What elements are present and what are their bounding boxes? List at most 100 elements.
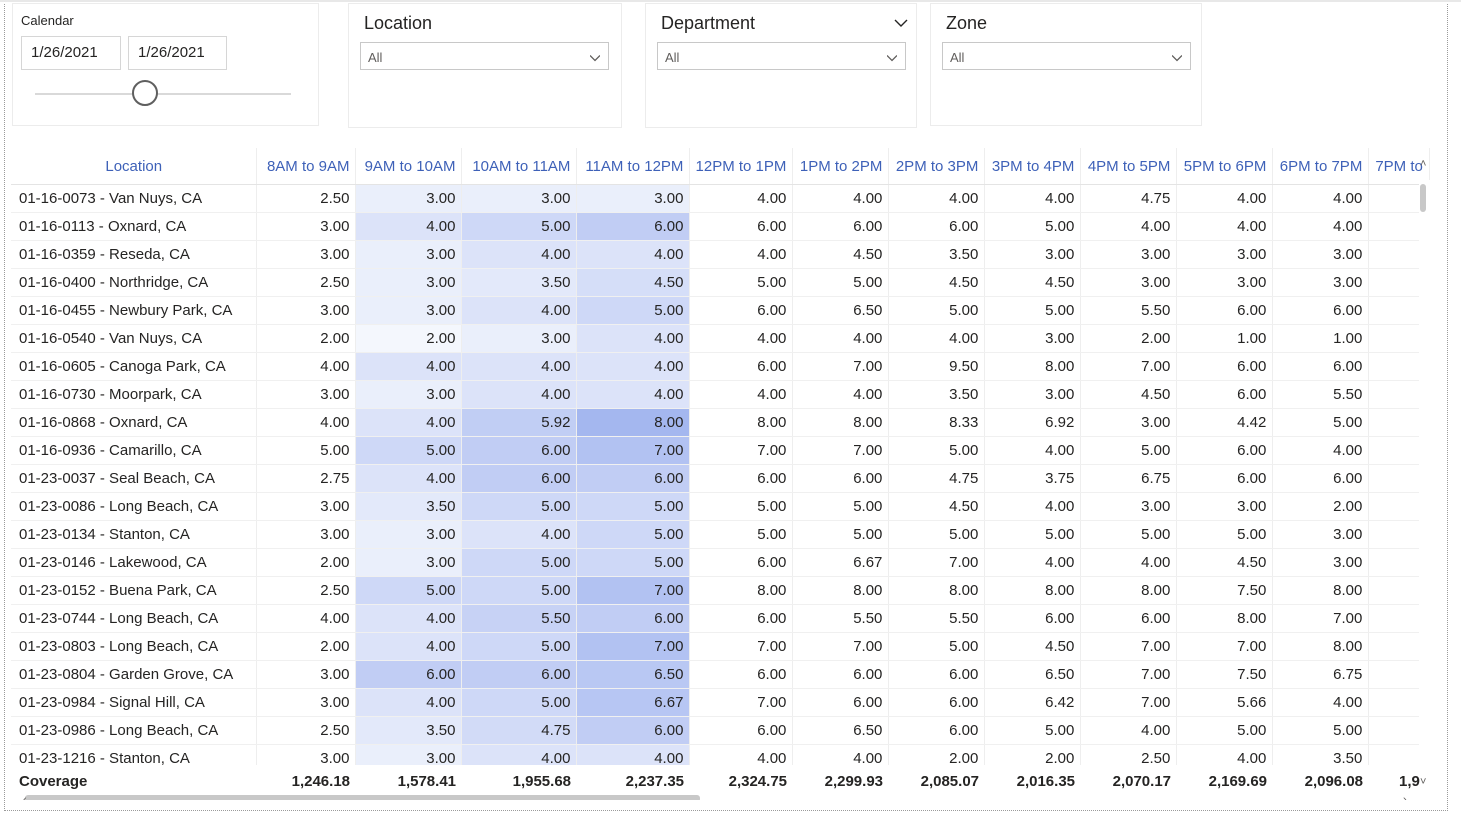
scroll-up-arrow-icon[interactable]: ˄ bbox=[1420, 158, 1427, 170]
matrix-cell: 2.00 bbox=[256, 324, 357, 353]
matrix-cell: 3.00 bbox=[1272, 548, 1370, 577]
matrix-cell: 3.00 bbox=[256, 520, 357, 549]
table-row[interactable]: 01-23-0984 - Signal Hill, CA 3.00 4.00 5.00… bbox=[11, 688, 1430, 717]
column-header[interactable]: 4PM to 5PM bbox=[1080, 148, 1178, 185]
department-slicer-title: Department bbox=[661, 13, 756, 33]
table-row[interactable]: 01-16-0868 - Oxnard, CA 4.00 4.00 5.92 8.00 8… bbox=[11, 408, 1430, 437]
table-row[interactable]: 01-16-0400 - Northridge, CA 2.50 3.00 3.50 4… bbox=[11, 268, 1430, 297]
table-row[interactable]: 01-23-1216 - Stanton, CA 3.00 3.00 4.00 4.00… bbox=[11, 744, 1430, 765]
matrix-cell: 3.00 bbox=[576, 184, 691, 213]
matrix-cell: 4.50 bbox=[984, 268, 1082, 297]
row-location-label: 01-16-0540 - Van Nuys, CA bbox=[11, 324, 258, 353]
matrix-cell: 6.00 bbox=[576, 716, 691, 745]
table-row[interactable]: 01-23-0744 - Long Beach, CA 4.00 4.00 5.50 6… bbox=[11, 604, 1430, 633]
column-header[interactable]: 6PM to 7PM bbox=[1272, 148, 1370, 185]
row-location-label: 01-16-0868 - Oxnard, CA bbox=[11, 408, 258, 437]
scroll-right-arrow-icon[interactable]: › bbox=[1403, 794, 1407, 800]
totals-label: Coverage bbox=[19, 772, 88, 790]
column-header[interactable]: 10AM to 11AM bbox=[461, 148, 578, 185]
matrix-cell: 6.00 bbox=[1272, 296, 1370, 325]
matrix-cell: 6.00 bbox=[461, 660, 578, 689]
row-location-label: 01-23-0146 - Lakewood, CA bbox=[11, 548, 258, 577]
table-row[interactable]: 01-16-0605 - Canoga Park, CA 4.00 4.00 4.00… bbox=[11, 352, 1430, 381]
chevron-down-icon[interactable] bbox=[894, 16, 908, 30]
table-row[interactable]: 01-16-0455 - Newbury Park, CA 3.00 3.00 4.0… bbox=[11, 296, 1430, 325]
vertical-scroll-thumb[interactable] bbox=[1420, 184, 1426, 212]
table-row[interactable]: 01-23-0134 - Stanton, CA 3.00 3.00 4.00 5.00… bbox=[11, 520, 1430, 549]
matrix-cell: 2.50 bbox=[256, 268, 357, 297]
table-row[interactable]: 01-23-0803 - Long Beach, CA 2.00 4.00 5.00 7… bbox=[11, 632, 1430, 661]
date-slider-track[interactable] bbox=[35, 93, 291, 95]
matrix-cell: 6.00 bbox=[888, 212, 986, 241]
matrix-cell: 6.00 bbox=[1176, 352, 1274, 381]
totals-cell: 2,299.93 bbox=[824, 772, 883, 790]
column-header[interactable]: 7PM to bbox=[1368, 148, 1430, 185]
date-slider-handle[interactable] bbox=[132, 80, 158, 106]
matrix-cell: 8.33 bbox=[888, 408, 986, 437]
column-header[interactable]: 2PM to 3PM bbox=[888, 148, 986, 185]
horizontal-scroll-thumb[interactable] bbox=[25, 795, 700, 800]
horizontal-scrollbar[interactable] bbox=[21, 794, 1417, 800]
matrix-cell: 6.00 bbox=[792, 212, 890, 241]
table-row[interactable]: 01-16-0730 - Moorpark, CA 3.00 3.00 4.00 4.0… bbox=[11, 380, 1430, 409]
column-header[interactable]: 8AM to 9AM bbox=[256, 148, 357, 185]
matrix-cell: 9.50 bbox=[888, 352, 986, 381]
table-row[interactable]: 01-23-0804 - Garden Grove, CA 3.00 6.00 6.0… bbox=[11, 660, 1430, 689]
vertical-scrollbar[interactable] bbox=[1419, 180, 1430, 770]
scroll-left-arrow-icon[interactable]: ‹ bbox=[23, 794, 27, 800]
column-header[interactable]: 9AM to 10AM bbox=[355, 148, 463, 185]
column-header[interactable]: 12PM to 1PM bbox=[689, 148, 794, 185]
matrix-cell: 6.00 bbox=[576, 464, 691, 493]
matrix-cell: 4.50 bbox=[984, 632, 1082, 661]
table-row[interactable]: 01-23-0146 - Lakewood, CA 2.00 3.00 5.00 5.0… bbox=[11, 548, 1430, 577]
matrix-cell: 4.50 bbox=[576, 268, 691, 297]
matrix-cell: 5.00 bbox=[984, 520, 1082, 549]
location-dropdown[interactable]: All bbox=[360, 42, 609, 70]
matrix-cell: 7.50 bbox=[1176, 576, 1274, 605]
matrix-cell: 6.00 bbox=[576, 604, 691, 633]
zone-dropdown[interactable]: All bbox=[942, 42, 1191, 70]
table-row[interactable]: 01-16-0073 - Van Nuys, CA 2.50 3.00 3.00 3.0… bbox=[11, 184, 1430, 213]
end-date-input[interactable]: 1/26/2021 bbox=[128, 36, 227, 70]
matrix-cell: 3.00 bbox=[461, 324, 578, 353]
table-row[interactable]: 01-23-0986 - Long Beach, CA 2.50 3.50 4.75 6… bbox=[11, 716, 1430, 745]
scroll-down-arrow-icon[interactable]: ˅ bbox=[1420, 776, 1427, 788]
matrix-cell: 4.00 bbox=[355, 632, 463, 661]
matrix-cell: 4.00 bbox=[355, 408, 463, 437]
matrix-cell: 4.00 bbox=[355, 352, 463, 381]
matrix-cell: 8.00 bbox=[1272, 632, 1370, 661]
matrix-cell: 2.00 bbox=[984, 744, 1082, 765]
matrix-cell: 4.00 bbox=[461, 240, 578, 269]
matrix-cell: 3.50 bbox=[461, 268, 578, 297]
table-row[interactable]: 01-16-0359 - Reseda, CA 3.00 3.00 4.00 4.00 4… bbox=[11, 240, 1430, 269]
table-row[interactable]: 01-23-0037 - Seal Beach, CA 2.75 4.00 6.00 6… bbox=[11, 464, 1430, 493]
matrix-cell: 3.50 bbox=[355, 716, 463, 745]
matrix-cell: 7.00 bbox=[1080, 688, 1178, 717]
column-header-location[interactable]: Location bbox=[11, 148, 258, 185]
matrix-cell: 6.42 bbox=[984, 688, 1082, 717]
row-location-label: 01-23-0804 - Garden Grove, CA bbox=[11, 660, 258, 689]
matrix-cell: 6.00 bbox=[1176, 436, 1274, 465]
column-header[interactable]: 5PM to 6PM bbox=[1176, 148, 1274, 185]
table-row[interactable]: 01-23-0086 - Long Beach, CA 3.00 3.50 5.00 5… bbox=[11, 492, 1430, 521]
table-row[interactable]: 01-16-0113 - Oxnard, CA 3.00 4.00 5.00 6.00 6… bbox=[11, 212, 1430, 241]
table-row[interactable]: 01-16-0540 - Van Nuys, CA 2.00 2.00 3.00 4.0… bbox=[11, 324, 1430, 353]
table-row[interactable]: 01-16-0936 - Camarillo, CA 5.00 5.00 6.00 7.… bbox=[11, 436, 1430, 465]
matrix-cell: 3.00 bbox=[256, 212, 357, 241]
matrix-cell: 4.00 bbox=[1080, 716, 1178, 745]
column-header[interactable]: 11AM to 12PM bbox=[576, 148, 691, 185]
matrix-cell: 4.00 bbox=[461, 744, 578, 765]
matrix-cell: 5.50 bbox=[1272, 380, 1370, 409]
totals-cell: 2,324.75 bbox=[728, 772, 787, 790]
matrix-cell: 4.00 bbox=[256, 408, 357, 437]
column-header[interactable]: 3PM to 4PM bbox=[984, 148, 1082, 185]
department-dropdown[interactable]: All bbox=[657, 42, 906, 70]
start-date-input[interactable]: 1/26/2021 bbox=[21, 36, 121, 70]
matrix-cell: 2.50 bbox=[256, 576, 357, 605]
column-header[interactable]: 1PM to 2PM bbox=[792, 148, 890, 185]
matrix-body-viewport[interactable]: Location 8AM to 9AM 9AM to 10AM 10AM to 11A… bbox=[11, 148, 1430, 765]
matrix-cell: 6.75 bbox=[1272, 660, 1370, 689]
matrix-cell: 3.00 bbox=[355, 548, 463, 577]
table-row[interactable]: 01-23-0152 - Buena Park, CA 2.50 5.00 5.00 7… bbox=[11, 576, 1430, 605]
matrix-cell: 7.00 bbox=[1080, 352, 1178, 381]
